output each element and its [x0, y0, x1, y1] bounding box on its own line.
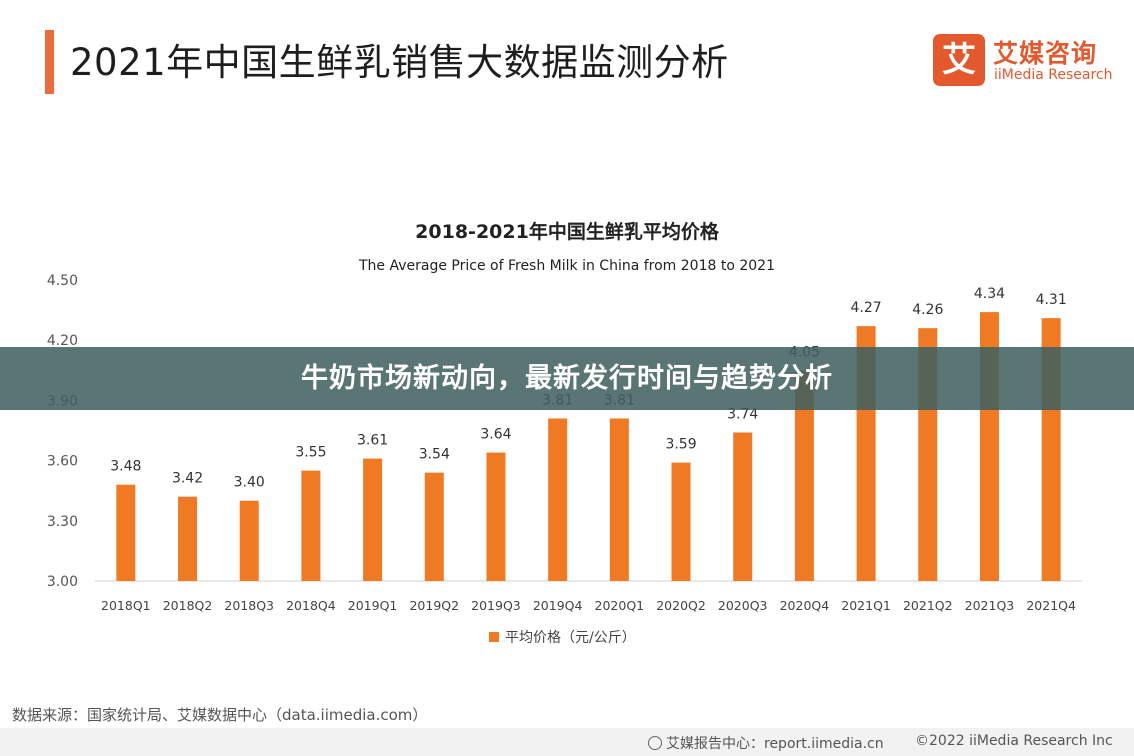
banner-text: 牛奶市场新动向，最新发行时间与趋势分析: [301, 363, 833, 394]
bar-2019Q2: [424, 472, 444, 581]
y-tick-label: 4.50: [47, 273, 78, 289]
bar-2018Q1: [116, 484, 136, 581]
chart-title: 2018-2021年中国生鲜乳平均价格: [415, 220, 720, 243]
chart-subtitle: The Average Price of Fresh Milk in China…: [358, 258, 775, 274]
bar-2020Q2: [671, 462, 691, 581]
x-tick-label-2020Q1: 2020Q1: [595, 598, 645, 613]
footer-bar: 艾媒报告中心：report.iimedia.cn ©2022 iiMedia R…: [0, 728, 1134, 756]
data-label-2021Q3: 4.34: [974, 286, 1005, 302]
x-tick-label-2019Q4: 2019Q4: [533, 598, 583, 613]
x-tick-label-2020Q4: 2020Q4: [780, 598, 830, 613]
x-tick-label-2021Q3: 2021Q3: [965, 598, 1015, 613]
bar-2018Q4: [301, 470, 321, 581]
title-accent-bar: [45, 30, 54, 94]
y-tick-label: 4.20: [47, 333, 78, 349]
y-tick-label: 3.60: [47, 454, 78, 470]
data-label-2018Q3: 3.40: [234, 475, 265, 491]
overlay-banner: 牛奶市场新动向，最新发行时间与趋势分析: [0, 347, 1134, 410]
data-label-2018Q1: 3.48: [110, 459, 141, 475]
bar-2018Q3: [239, 500, 259, 581]
bar-2018Q2: [178, 496, 198, 581]
data-label-2021Q2: 4.26: [912, 302, 943, 318]
logo-en-text: iiMedia Research: [994, 67, 1113, 83]
data-label-2020Q3: 3.74: [727, 407, 758, 423]
logo-mark-icon: 艾: [933, 34, 985, 86]
legend-label: 平均价格（元/公斤）: [505, 630, 636, 646]
data-label-2019Q3: 3.64: [480, 427, 511, 443]
y-tick-label: 3.00: [47, 574, 78, 590]
data-label-2020Q2: 3.59: [665, 437, 696, 453]
x-tick-label-2020Q3: 2020Q3: [718, 598, 768, 613]
data-source: 数据来源：国家统计局、艾媒数据中心（data.iimedia.com）: [12, 706, 428, 724]
data-label-2019Q1: 3.61: [357, 433, 388, 449]
bar-2019Q3: [486, 452, 506, 581]
globe-icon: [648, 736, 662, 750]
x-tick-label-2021Q1: 2021Q1: [841, 598, 891, 613]
x-tick-label-2019Q3: 2019Q3: [471, 598, 521, 613]
bar-2020Q4: [794, 370, 814, 581]
bar-2019Q1: [363, 458, 383, 581]
x-tick-label-2018Q2: 2018Q2: [163, 598, 213, 613]
x-tick-label-2019Q1: 2019Q1: [348, 598, 398, 613]
iimedia-logo: 艾 艾媒咨询 iiMedia Research: [933, 34, 1113, 86]
data-label-2018Q2: 3.42: [172, 471, 203, 487]
bar-2019Q4: [548, 418, 568, 581]
footer-copyright: ©2022 iiMedia Research Inc: [915, 733, 1113, 749]
data-label-2018Q4: 3.55: [295, 445, 326, 461]
footer-report: 艾媒报告中心：report.iimedia.cn: [648, 733, 884, 753]
x-tick-label-2021Q4: 2021Q4: [1026, 598, 1076, 613]
x-tick-label-2021Q2: 2021Q2: [903, 598, 953, 613]
footer-report-text: 艾媒报告中心：report.iimedia.cn: [666, 736, 884, 752]
x-tick-label-2018Q1: 2018Q1: [101, 598, 151, 613]
bar-2020Q1: [609, 418, 629, 581]
data-label-2021Q4: 4.31: [1036, 292, 1067, 308]
y-tick-label: 3.30: [47, 514, 78, 530]
data-label-2021Q1: 4.27: [851, 300, 882, 316]
logo-cn-text: 艾媒咨询: [993, 39, 1098, 68]
x-tick-label-2018Q4: 2018Q4: [286, 598, 336, 613]
x-tick-label-2019Q2: 2019Q2: [409, 598, 459, 613]
legend-swatch: [489, 632, 499, 642]
data-label-2019Q2: 3.54: [419, 447, 450, 463]
page-title: 2021年中国生鲜乳销售大数据监测分析: [70, 41, 729, 84]
x-tick-label-2020Q2: 2020Q2: [656, 598, 706, 613]
x-tick-label-2018Q3: 2018Q3: [224, 598, 274, 613]
bar-2020Q3: [733, 432, 753, 581]
